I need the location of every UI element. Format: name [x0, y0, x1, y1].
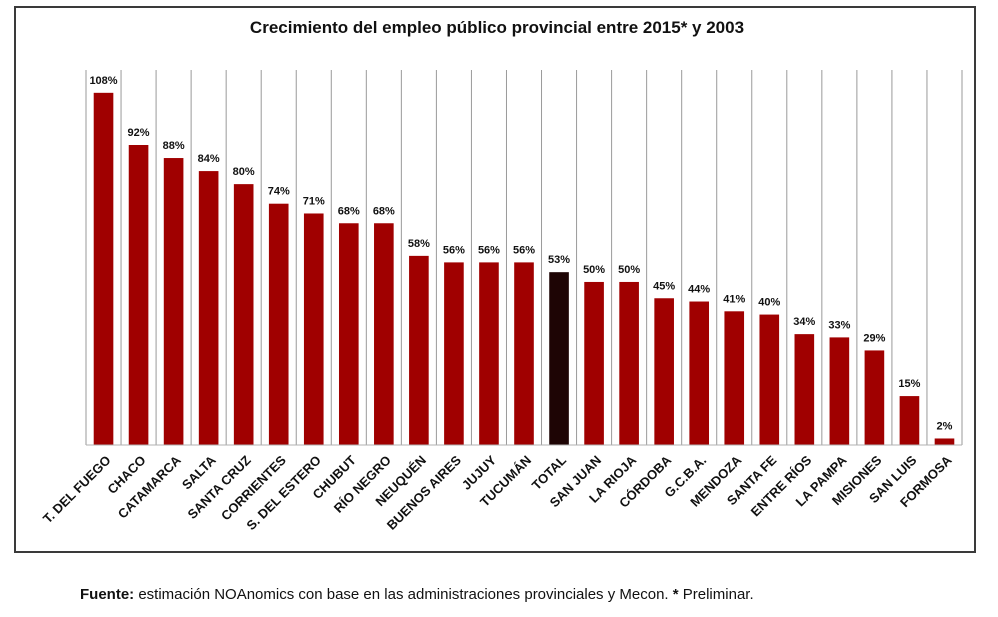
value-label: 34%	[793, 316, 815, 328]
value-label: 58%	[408, 238, 430, 250]
bar-formosa	[934, 438, 955, 445]
bar-buenos-aires	[444, 262, 464, 445]
bar-salta	[198, 171, 219, 445]
source-text: estimación NOAnomics con base en las adm…	[134, 586, 673, 603]
bar-chaco	[128, 145, 149, 445]
value-label: 15%	[898, 378, 920, 390]
value-label: 68%	[373, 205, 395, 217]
bar-misiones	[864, 350, 885, 445]
value-label: 41%	[723, 293, 745, 305]
value-label: 84%	[198, 153, 220, 165]
bar-tucumán	[514, 262, 534, 445]
category-label: CATAMARCA	[115, 452, 184, 521]
bars	[93, 92, 955, 446]
value-label: 56%	[478, 244, 500, 256]
value-label: 50%	[583, 264, 605, 276]
value-label: 56%	[443, 244, 465, 256]
chart-title: Crecimiento del empleo público provincia…	[249, 18, 745, 37]
value-label: 33%	[828, 319, 850, 331]
value-label: 44%	[688, 284, 710, 296]
bar-santa-fe	[759, 314, 780, 445]
bar-total	[549, 272, 569, 445]
bar-entre-ríos	[794, 334, 815, 445]
preliminary-mark: *	[672, 586, 679, 603]
value-label: 92%	[128, 127, 150, 139]
value-label: 29%	[863, 332, 885, 344]
value-label: 71%	[303, 195, 325, 207]
value-labels: 108% 92% 88% 84% 80% 74% 71% 68% 68% 58% 56% 56% 56%…	[89, 75, 952, 433]
bar-córdoba	[654, 298, 674, 445]
bar-río-negro	[374, 223, 394, 445]
bar-la-pampa	[829, 337, 850, 445]
value-label: 50%	[618, 264, 640, 276]
value-label: 40%	[758, 297, 780, 309]
bar-neuquén	[409, 255, 429, 445]
value-label: 45%	[653, 280, 675, 292]
bar-la-rioja	[619, 281, 639, 445]
bar-corrientes	[268, 203, 289, 445]
value-label: 56%	[513, 244, 535, 256]
value-label: 2%	[937, 420, 953, 432]
bar-chart: 108% 92% 88% 84% 80% 74% 71% 68% 68% 58% 56% 56% 56%…	[40, 70, 963, 533]
preliminary-text: Preliminar.	[678, 586, 754, 603]
value-label: 80%	[233, 166, 255, 178]
bar-mendoza	[724, 311, 745, 445]
bar-chubut	[338, 223, 359, 445]
gridlines	[85, 70, 963, 445]
bar-san-juan	[584, 281, 604, 445]
value-label: 88%	[163, 140, 185, 152]
bar-g-c-b-a-	[689, 301, 710, 445]
chart-frame: Crecimiento del empleo público provincia…	[14, 6, 976, 553]
value-label: 68%	[338, 205, 360, 217]
value-label: 74%	[268, 186, 290, 198]
bar-santa-cruz	[233, 184, 254, 445]
bar-catamarca	[163, 158, 184, 446]
value-label: 53%	[548, 254, 570, 266]
value-label: 108%	[89, 75, 117, 87]
bar-s-del-estero	[303, 213, 324, 445]
source-note: Fuente: estimación NOAnomics con base en…	[80, 586, 754, 603]
source-label: Fuente:	[80, 586, 135, 603]
bar-san-luis	[899, 396, 920, 445]
bar-t-del-fuego	[93, 92, 114, 446]
bar-jujuy	[479, 262, 499, 445]
category-label: T. DEL FUEGO	[40, 453, 114, 527]
